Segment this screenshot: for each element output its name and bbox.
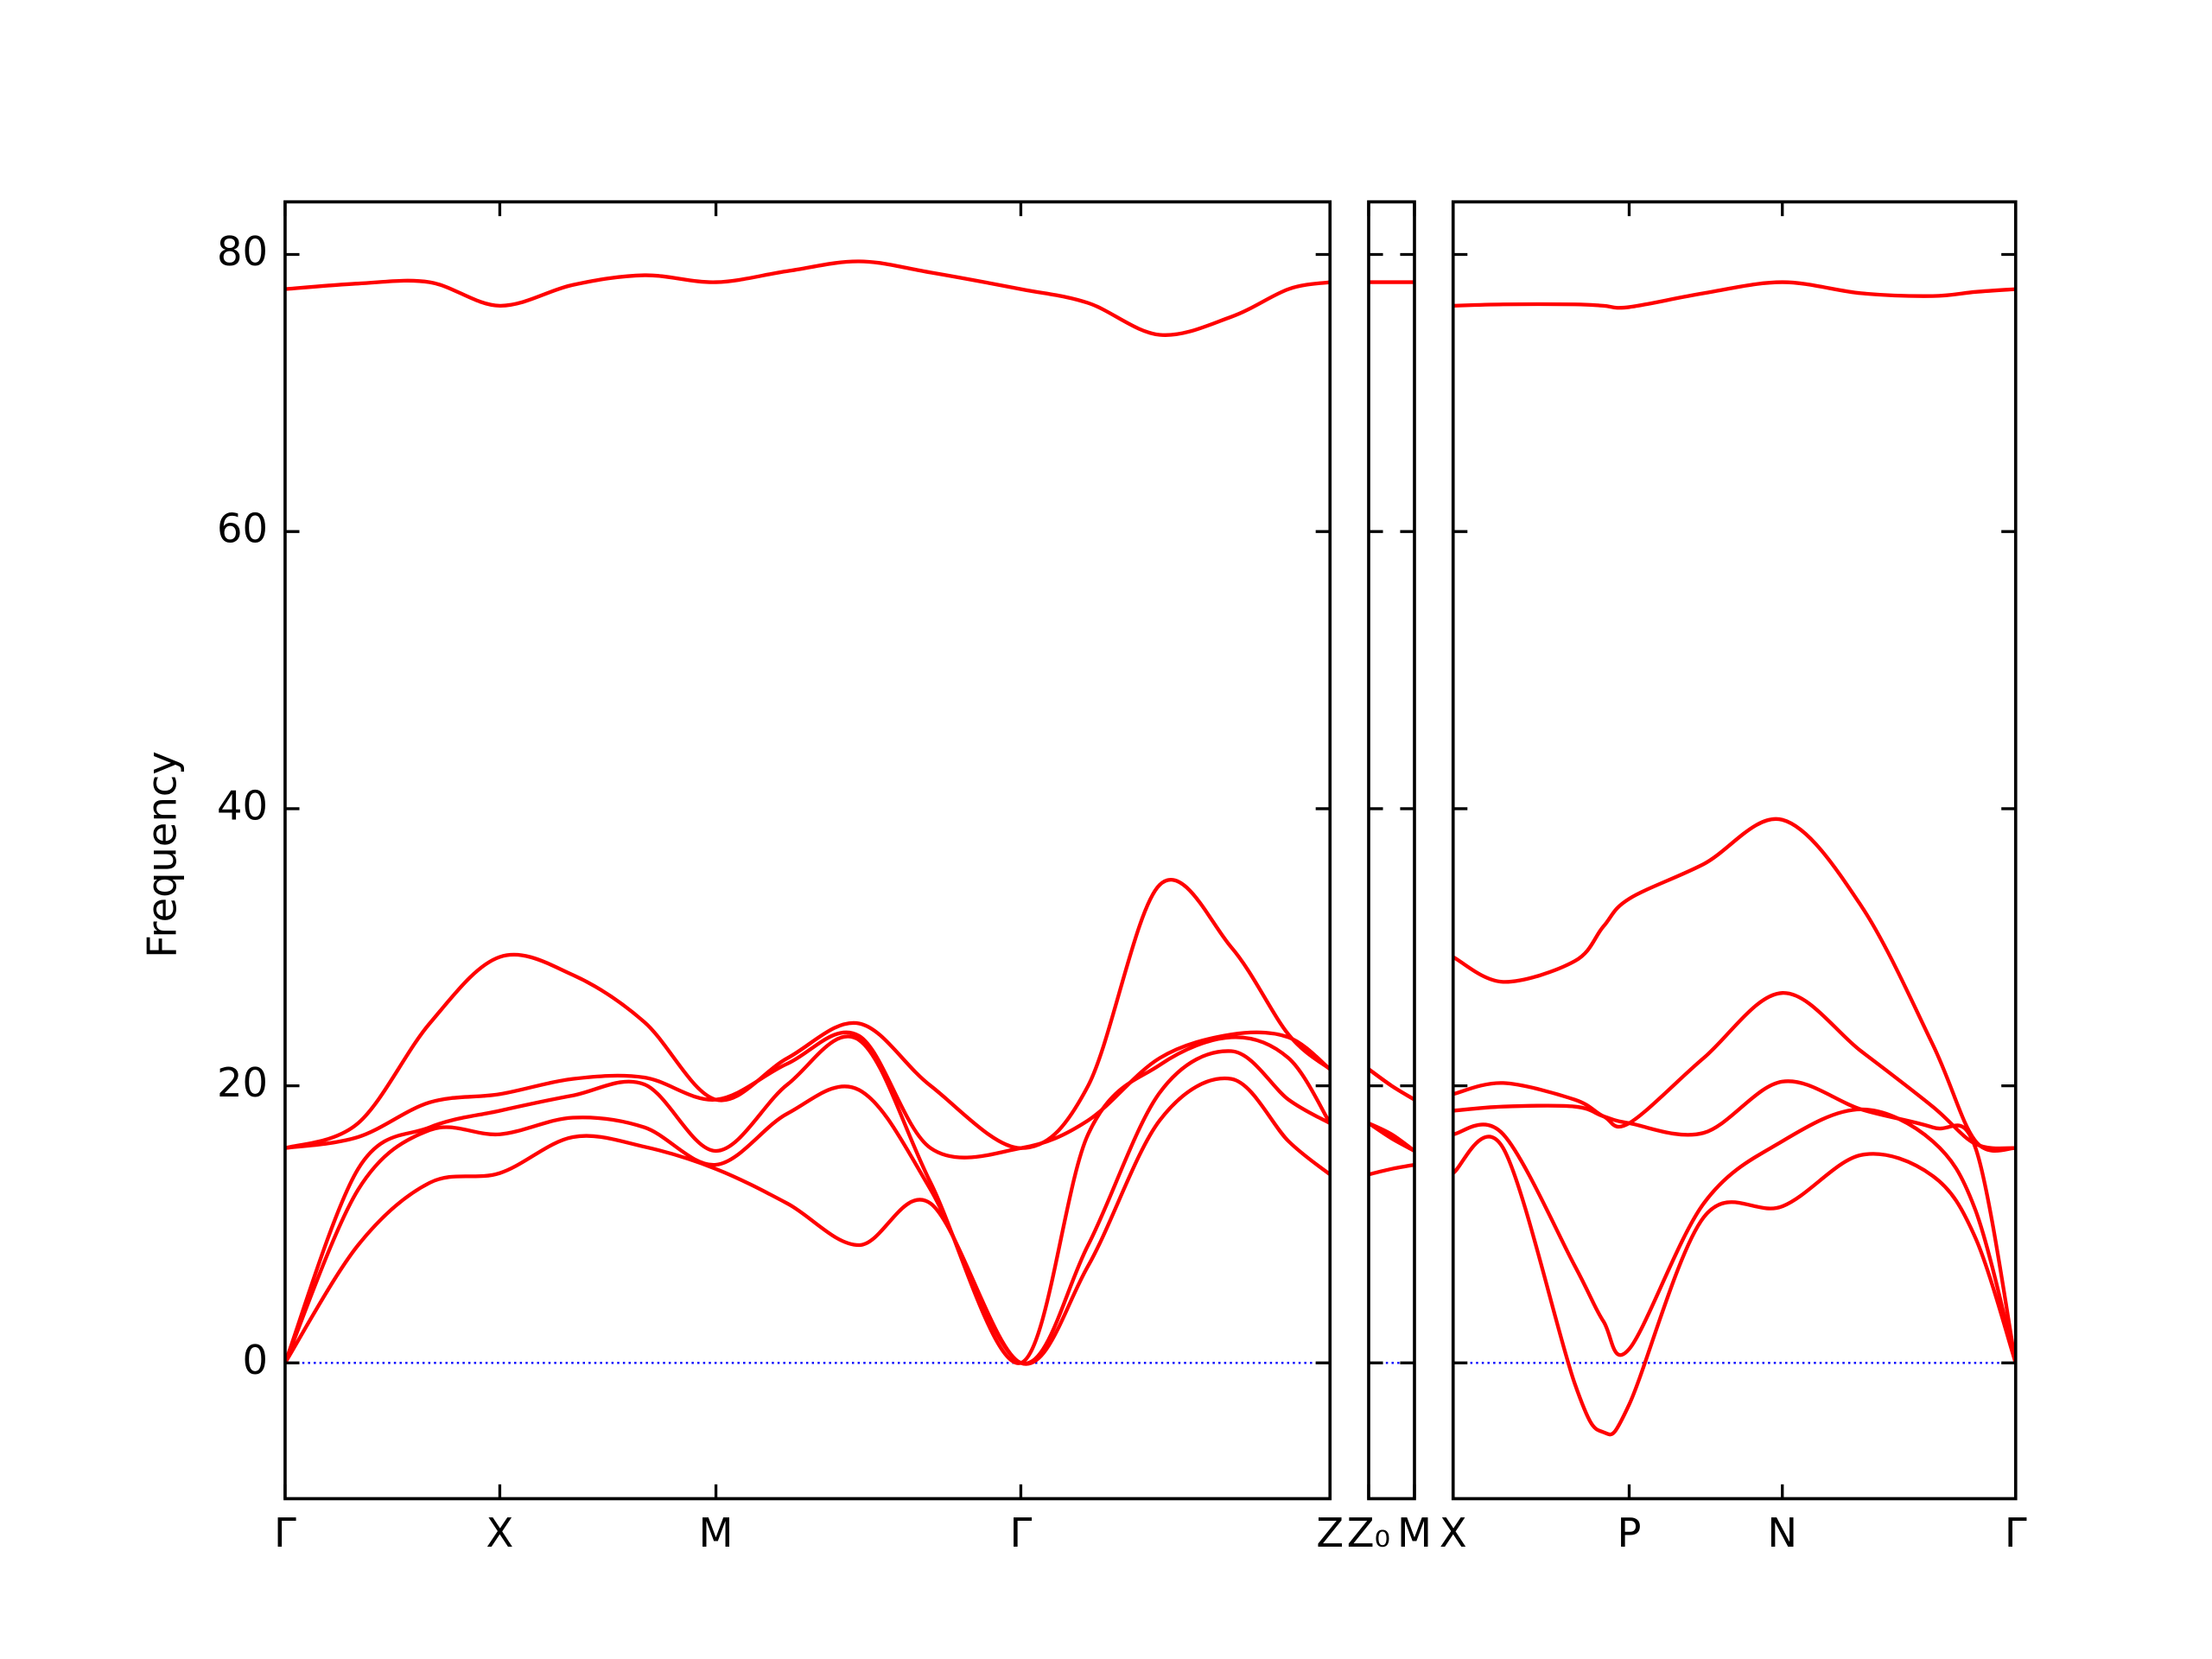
band-line (284, 1049, 1331, 1366)
band-line (284, 1030, 1331, 1160)
x-tick-label: Γ (2005, 1510, 2027, 1556)
band-line (1452, 991, 2016, 1151)
y-tick-label: 40 (217, 782, 268, 829)
band-line (1452, 1135, 2016, 1437)
band-line (284, 878, 1331, 1150)
x-tick-label: Γ (1010, 1510, 1033, 1556)
band-line (1368, 1162, 1414, 1177)
x-tick-label: Z (1316, 1510, 1344, 1556)
panel-plot (1368, 280, 1414, 1364)
band-line (284, 1076, 1331, 1366)
band-line (1452, 1079, 2016, 1363)
x-tick-label: Z₀ (1347, 1510, 1390, 1556)
band-line (1452, 1107, 2016, 1363)
y-tick-label: 20 (217, 1059, 268, 1106)
y-axis-label: Frequency (138, 751, 185, 958)
x-tick-label: X (486, 1510, 514, 1556)
x-tick-label: X (1440, 1510, 1467, 1556)
x-tick-label: M (699, 1510, 734, 1556)
band-line (1452, 280, 2016, 310)
panel-frame (283, 200, 1332, 1501)
x-tick-label: N (1767, 1510, 1797, 1556)
band-line (284, 259, 1331, 337)
x-tick-label: M (1397, 1510, 1432, 1556)
panel-frame (1367, 200, 1416, 1501)
band-line (1452, 817, 2016, 1153)
panel-plot (284, 259, 1331, 1366)
panel-plot (1452, 280, 2016, 1437)
x-tick-label: Γ (274, 1510, 296, 1556)
band-line (284, 1034, 1331, 1365)
x-tick-label: P (1618, 1510, 1642, 1556)
y-tick-label: 80 (217, 228, 268, 275)
y-tick-label: 0 (243, 1337, 269, 1383)
y-tick-label: 60 (217, 505, 268, 552)
panel-frame (1451, 200, 2018, 1501)
band-line (1368, 1121, 1414, 1153)
band-line (1368, 1067, 1414, 1102)
